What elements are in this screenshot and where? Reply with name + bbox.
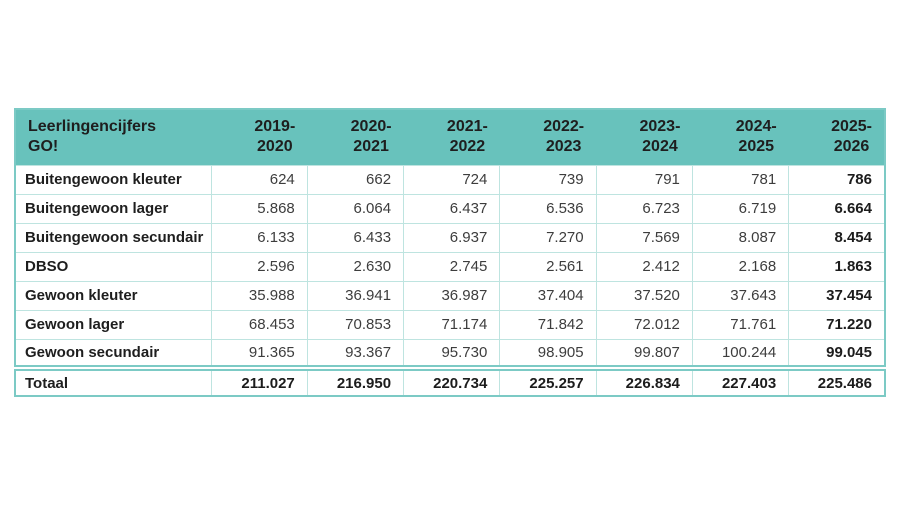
column-header-2022-2023: 2022- 2023 bbox=[499, 109, 597, 166]
value-cell: 8.087 bbox=[691, 222, 790, 253]
value-cell: 35.988 bbox=[210, 280, 308, 311]
row-label: Buitengewoon secundair bbox=[14, 222, 212, 253]
table-row-gewoon-secundair: Gewoon secundair 91.365 93.367 95.730 98… bbox=[14, 338, 886, 369]
value-cell: 2.630 bbox=[306, 251, 405, 282]
value-cell: 72.012 bbox=[595, 309, 693, 340]
value-cell: 2.168 bbox=[691, 251, 790, 282]
column-header-2019-2020: 2019- 2020 bbox=[211, 109, 308, 166]
value-cell: 624 bbox=[210, 164, 308, 195]
row-label: Gewoon secundair bbox=[14, 338, 212, 369]
year-label: 2022- 2023 bbox=[543, 118, 585, 156]
total-value-cell: 216.950 bbox=[306, 365, 405, 397]
row-label: DBSO bbox=[14, 251, 212, 282]
value-cell: 95.730 bbox=[403, 338, 501, 369]
total-row: Totaal 211.027 216.950 220.734 225.257 2… bbox=[14, 365, 886, 397]
value-cell: 91.365 bbox=[210, 338, 308, 369]
total-value-cell: 225.486 bbox=[788, 365, 886, 397]
value-cell: 99.807 bbox=[595, 338, 693, 369]
value-cell: 70.853 bbox=[306, 309, 405, 340]
value-cell: 6.664 bbox=[788, 193, 886, 224]
table-row-buitengewoon-lager: Buitengewoon lager 5.868 6.064 6.437 6.5… bbox=[14, 193, 886, 224]
total-value-cell: 227.403 bbox=[691, 365, 790, 397]
value-cell: 6.719 bbox=[691, 193, 790, 224]
value-cell: 6.723 bbox=[595, 193, 693, 224]
value-cell: 662 bbox=[306, 164, 405, 195]
value-cell: 37.454 bbox=[788, 280, 886, 311]
value-cell: 1.863 bbox=[788, 251, 886, 282]
column-header-2025-2026: 2025- 2026 bbox=[788, 109, 885, 166]
value-cell: 7.270 bbox=[499, 222, 597, 253]
value-cell: 37.404 bbox=[499, 280, 597, 311]
leerlingencijfers-table: Leerlingencijfers GO! 2019- 2020 2020- 2… bbox=[14, 108, 886, 397]
year-label: 2025- 2026 bbox=[831, 118, 872, 156]
total-value-cell: 211.027 bbox=[210, 365, 308, 397]
header-row: Leerlingencijfers GO! 2019- 2020 2020- 2… bbox=[15, 109, 885, 166]
value-cell: 5.868 bbox=[210, 193, 308, 224]
value-cell: 100.244 bbox=[691, 338, 790, 369]
column-header-2020-2021: 2020- 2021 bbox=[307, 109, 404, 166]
value-cell: 6.937 bbox=[403, 222, 501, 253]
total-value-cell: 220.734 bbox=[403, 365, 501, 397]
value-cell: 2.561 bbox=[499, 251, 597, 282]
value-cell: 781 bbox=[691, 164, 790, 195]
year-label: 2019- 2020 bbox=[254, 118, 296, 156]
value-cell: 7.569 bbox=[595, 222, 693, 253]
value-cell: 6.536 bbox=[499, 193, 597, 224]
table-row-buitengewoon-kleuter: Buitengewoon kleuter 624 662 724 739 791… bbox=[14, 164, 886, 195]
value-cell: 6.133 bbox=[210, 222, 308, 253]
row-label: Gewoon lager bbox=[14, 309, 212, 340]
value-cell: 791 bbox=[595, 164, 693, 195]
value-cell: 68.453 bbox=[210, 309, 308, 340]
total-value-cell: 226.834 bbox=[595, 365, 693, 397]
value-cell: 2.412 bbox=[595, 251, 693, 282]
value-cell: 37.643 bbox=[691, 280, 790, 311]
table-row-dbso: DBSO 2.596 2.630 2.745 2.561 2.412 2.168… bbox=[14, 251, 886, 282]
year-label: 2024- 2025 bbox=[735, 118, 777, 156]
value-cell: 786 bbox=[788, 164, 886, 195]
table-row-gewoon-kleuter: Gewoon kleuter 35.988 36.941 36.987 37.4… bbox=[14, 280, 886, 311]
column-header-2021-2022: 2021- 2022 bbox=[403, 109, 500, 166]
value-cell: 724 bbox=[403, 164, 501, 195]
column-header-2023-2024: 2023- 2024 bbox=[596, 109, 693, 166]
value-cell: 71.761 bbox=[691, 309, 790, 340]
value-cell: 71.842 bbox=[499, 309, 597, 340]
value-cell: 2.745 bbox=[403, 251, 501, 282]
table-title: Leerlingencijfers GO! bbox=[15, 109, 211, 166]
year-label: 2021- 2022 bbox=[446, 118, 488, 156]
year-label: 2023- 2024 bbox=[639, 118, 681, 156]
value-cell: 6.064 bbox=[306, 193, 405, 224]
table-row-buitengewoon-secundair: Buitengewoon secundair 6.133 6.433 6.937… bbox=[14, 222, 886, 253]
value-cell: 71.220 bbox=[788, 309, 886, 340]
value-cell: 6.437 bbox=[403, 193, 501, 224]
value-cell: 93.367 bbox=[306, 338, 405, 369]
value-cell: 99.045 bbox=[788, 338, 886, 369]
table-row-gewoon-lager: Gewoon lager 68.453 70.853 71.174 71.842… bbox=[14, 309, 886, 340]
value-cell: 37.520 bbox=[595, 280, 693, 311]
value-cell: 2.596 bbox=[210, 251, 308, 282]
year-label: 2020- 2021 bbox=[350, 118, 392, 156]
value-cell: 71.174 bbox=[403, 309, 501, 340]
column-header-2024-2025: 2024- 2025 bbox=[692, 109, 789, 166]
value-cell: 36.987 bbox=[403, 280, 501, 311]
row-label: Buitengewoon lager bbox=[14, 193, 212, 224]
total-label: Totaal bbox=[14, 365, 212, 397]
value-cell: 36.941 bbox=[306, 280, 405, 311]
total-value-cell: 225.257 bbox=[499, 365, 597, 397]
value-cell: 8.454 bbox=[788, 222, 886, 253]
row-label: Buitengewoon kleuter bbox=[14, 164, 212, 195]
value-cell: 6.433 bbox=[306, 222, 405, 253]
row-label: Gewoon kleuter bbox=[14, 280, 212, 311]
value-cell: 739 bbox=[499, 164, 597, 195]
value-cell: 98.905 bbox=[499, 338, 597, 369]
